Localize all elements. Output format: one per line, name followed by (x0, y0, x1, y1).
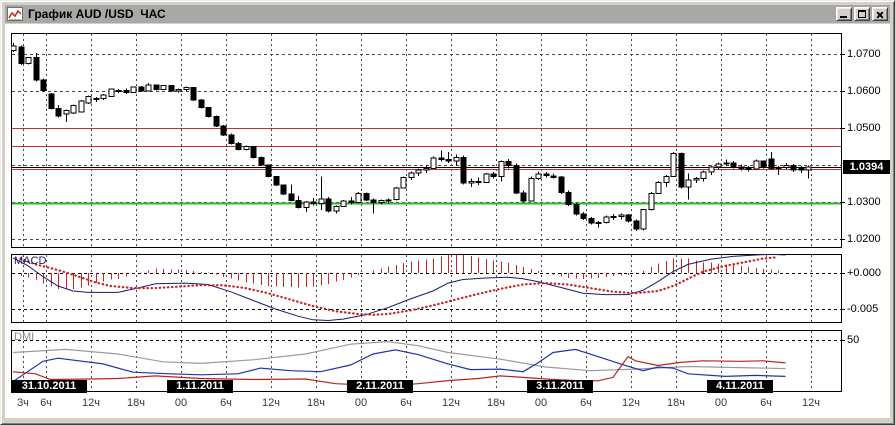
y-axis-label: 1.0600 (847, 85, 881, 97)
time-axis-label: 6ч (220, 397, 232, 409)
time-axis-label: 12ч (622, 397, 640, 409)
time-axis-label: 3ч (17, 397, 29, 409)
date-label: 31.10.2011 (11, 380, 87, 393)
macd-panel[interactable] (11, 254, 842, 323)
y-axis-label: +0.000 (847, 267, 881, 279)
time-axis-label: 00 (354, 397, 368, 409)
price-panel[interactable] (11, 33, 842, 248)
time-axis-label: 18ч (487, 397, 505, 409)
time-axis-label: 12ч (442, 397, 460, 409)
axis-tick (840, 54, 845, 55)
time-axis-label: 00 (534, 397, 548, 409)
time-axis-label: 6ч (580, 397, 592, 409)
dmi-panel[interactable] (11, 330, 842, 392)
adx-line (12, 340, 786, 372)
y-axis-label: 50 (847, 334, 860, 346)
y-axis-label: 1.0500 (847, 122, 881, 134)
chart-icon (7, 7, 23, 21)
minimize-icon (840, 16, 847, 18)
time-axis-label: 6ч (760, 397, 772, 409)
macd-label: MACD (14, 255, 47, 267)
title-bar[interactable]: График AUD /USD ЧАС (5, 5, 890, 23)
macd-line (12, 254, 786, 322)
candles (11, 42, 812, 232)
macd-signal-line (19, 256, 780, 316)
window-title: График AUD /USD ЧАС (28, 7, 166, 21)
axis-tick (840, 202, 845, 203)
y-axis-label: 1.0700 (847, 48, 881, 60)
minus-di-line (12, 355, 786, 387)
y-axis-label: -0.005 (847, 303, 879, 315)
axis-tick (840, 273, 845, 274)
time-axis-label: 6ч (40, 397, 52, 409)
current-price-badge: 1.0394 (843, 160, 890, 174)
plus-di-line (12, 348, 786, 383)
time-axis-label: 12ч (802, 397, 820, 409)
y-axis-label: 1.0200 (847, 233, 881, 245)
date-label: 1.11.2011 (167, 380, 233, 393)
date-label: 4.11.2011 (707, 380, 773, 393)
window-controls (834, 7, 888, 21)
time-axis-label: 00 (174, 397, 188, 409)
dmi-label: DMI (14, 331, 35, 343)
chart-client-area: MACD DMI 1.0394 1.0700 1.0600 1.0500 1.0300… (5, 24, 890, 418)
axis-tick (840, 239, 845, 240)
axis-tick (840, 340, 845, 341)
close-button[interactable] (872, 7, 888, 21)
time-axis-label: 00 (714, 397, 728, 409)
axis-tick (840, 309, 845, 310)
time-axis-label: 18ч (667, 397, 685, 409)
time-axis-label: 6ч (400, 397, 412, 409)
minimize-button[interactable] (836, 7, 852, 21)
date-label: 2.11.2011 (347, 380, 413, 393)
axis-tick (840, 91, 845, 92)
time-axis-label: 12ч (82, 397, 100, 409)
date-label: 3.11.2011 (527, 380, 593, 393)
maximize-icon (858, 10, 866, 18)
y-axis-label: 1.0300 (847, 196, 881, 208)
time-axis-label: 12ч (262, 397, 280, 409)
time-axis-label: 18ч (307, 397, 325, 409)
time-axis-label: 18ч (127, 397, 145, 409)
macd-histogram (21, 254, 779, 290)
maximize-button[interactable] (854, 7, 870, 21)
axis-tick (840, 128, 845, 129)
